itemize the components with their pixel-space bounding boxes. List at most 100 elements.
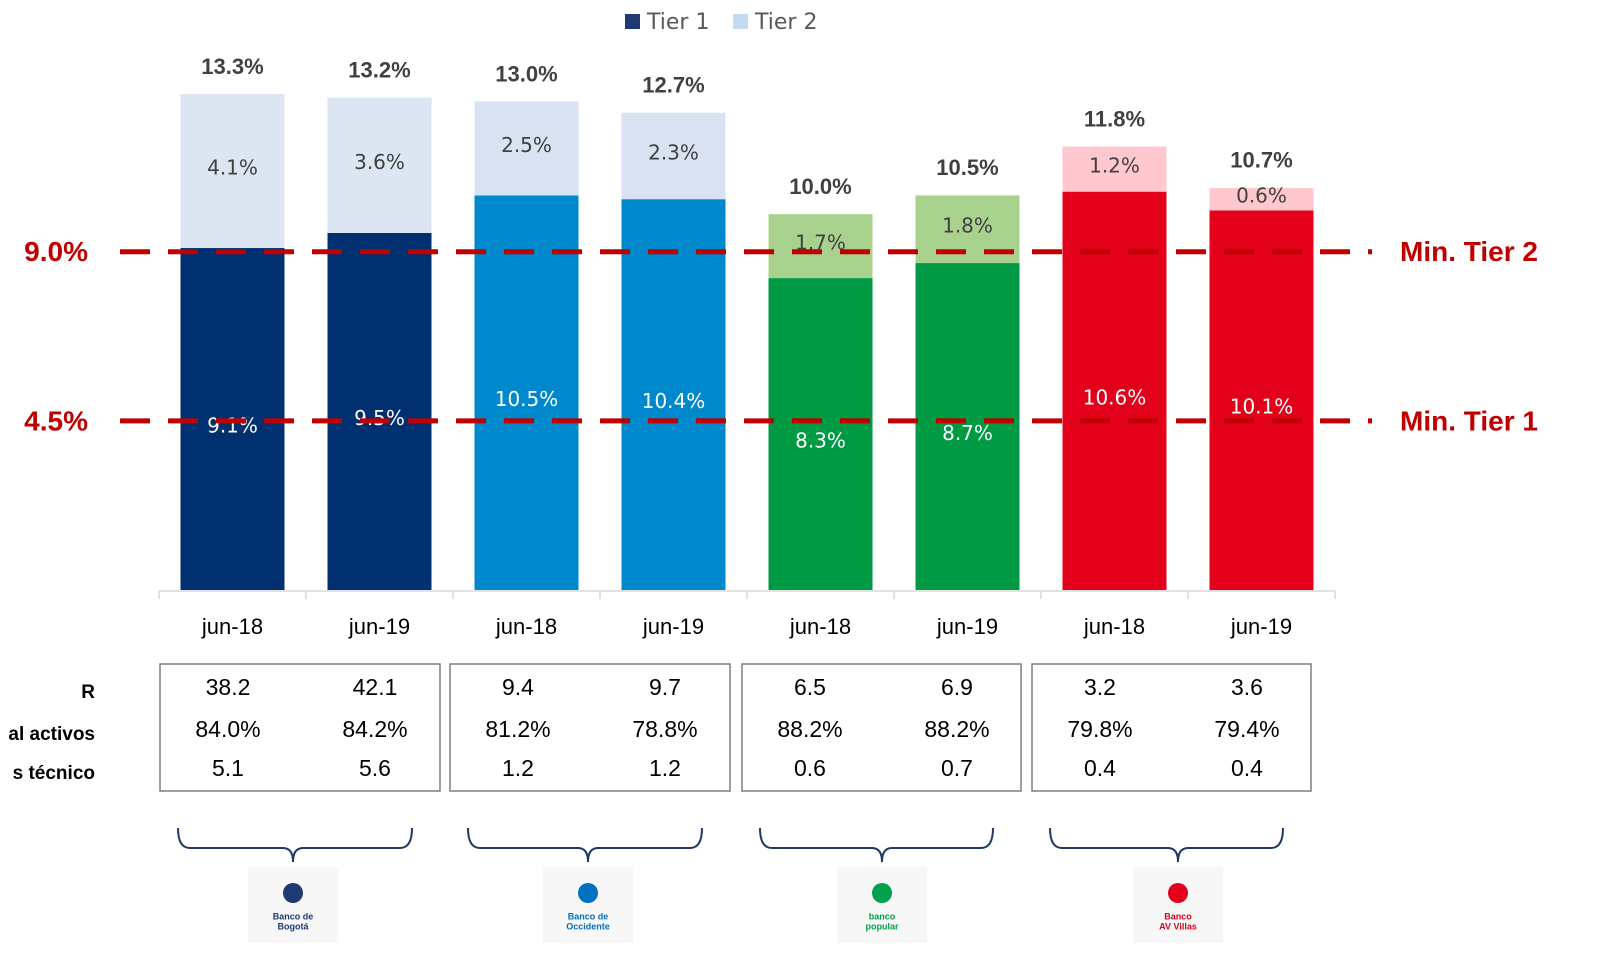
row-label: al activos <box>8 724 95 745</box>
segment-label: 10.5% <box>495 387 559 411</box>
total-label: 10.0% <box>789 174 851 199</box>
total-label: 12.7% <box>642 73 704 98</box>
table-cell: 88.2% <box>777 716 842 742</box>
table-cell: 79.4% <box>1214 716 1279 742</box>
brace <box>177 827 413 863</box>
x-tick-label: jun-19 <box>936 614 998 639</box>
logo-box <box>248 867 338 943</box>
table-cell: 6.5 <box>794 674 826 700</box>
table-cell: 5.1 <box>212 755 244 781</box>
bar-segment <box>768 214 873 279</box>
logo-text: Bogotá <box>278 921 310 931</box>
total-label: 13.0% <box>495 61 557 86</box>
bar-segment <box>474 101 579 196</box>
row-label: R <box>81 682 95 703</box>
table-box <box>449 663 731 792</box>
table-cell: 38.2 <box>206 674 251 700</box>
total-label: 10.5% <box>936 155 998 180</box>
table-cell: 9.4 <box>502 674 534 700</box>
segment-label: 10.1% <box>1230 395 1294 419</box>
table-cell: 84.0% <box>195 716 260 742</box>
x-tick-label: jun-19 <box>642 614 704 639</box>
total-label: 11.8% <box>1084 106 1145 131</box>
brace <box>759 827 994 863</box>
segment-label: 2.3% <box>648 140 699 164</box>
reference-name: Min. Tier 2 <box>1400 236 1538 267</box>
table-cell: 9.7 <box>649 674 681 700</box>
bar-segment <box>474 195 579 591</box>
segment-label: 1.2% <box>1089 154 1140 178</box>
table-cell: 78.8% <box>632 716 697 742</box>
brace <box>467 827 703 863</box>
segment-label: 8.3% <box>795 429 846 453</box>
x-tick-label: jun-18 <box>789 614 851 639</box>
legend-label: Tier 1 <box>646 10 709 35</box>
table-box <box>1031 663 1312 792</box>
logo-text: Occidente <box>566 921 610 931</box>
table-box <box>741 663 1022 792</box>
bar-segment <box>621 199 726 590</box>
segment-label: 10.6% <box>1083 385 1147 409</box>
logo-text: popular <box>866 921 899 931</box>
x-tick-label: jun-18 <box>201 614 263 639</box>
bar-segment <box>1209 187 1314 211</box>
total-label: 13.3% <box>201 54 263 79</box>
logo-box <box>1133 867 1223 943</box>
bar-segment <box>1209 210 1314 590</box>
logo-text: AV Villas <box>1159 921 1197 931</box>
segment-label: 1.8% <box>942 214 993 238</box>
segment-label: 4.1% <box>207 155 258 179</box>
segment-label: 3.6% <box>354 150 405 174</box>
bar-segment <box>768 278 873 590</box>
bar-segment <box>915 263 1020 590</box>
brace <box>1049 827 1284 863</box>
table-cell: 6.9 <box>941 674 973 700</box>
bar-segment <box>1062 146 1167 192</box>
table-cell: 0.4 <box>1231 755 1263 781</box>
table-cell: 0.7 <box>941 755 973 781</box>
logo-icon <box>578 883 598 903</box>
logo-box <box>837 867 927 943</box>
logo-icon <box>283 883 303 903</box>
bar-segment <box>327 97 432 233</box>
bar-segment <box>1062 191 1167 590</box>
legend-swatch <box>733 14 748 29</box>
table-cell: 0.6 <box>794 755 826 781</box>
reference-value-label: 4.5% <box>24 405 88 436</box>
segment-label: 0.6% <box>1236 184 1287 208</box>
logo-text: Banco <box>1164 911 1192 921</box>
bar-segment <box>621 112 726 200</box>
x-tick-label: jun-18 <box>1083 614 1145 639</box>
segment-label: 2.5% <box>501 133 552 157</box>
logo-text: banco <box>869 911 896 921</box>
segment-label: 8.7% <box>942 421 993 445</box>
logo-icon <box>872 883 892 903</box>
bar-segment <box>327 232 432 590</box>
segment-label: 10.4% <box>642 389 706 413</box>
legend-swatch <box>625 14 640 29</box>
x-tick-label: jun-18 <box>495 614 557 639</box>
table-cell: 84.2% <box>342 716 407 742</box>
table-cell: 1.2 <box>502 755 534 781</box>
table-cell: 79.8% <box>1067 716 1132 742</box>
row-label: s técnico <box>13 763 95 784</box>
bar-segment <box>180 93 285 249</box>
logo-text: Banco de <box>568 911 609 921</box>
table-cell: 42.1 <box>353 674 398 700</box>
table-cell: 3.6 <box>1231 674 1263 700</box>
total-label: 10.7% <box>1230 148 1292 173</box>
segment-label: 9.5% <box>354 406 405 430</box>
legend-label: Tier 2 <box>754 10 817 35</box>
table-cell: 3.2 <box>1084 674 1116 700</box>
logo-box <box>543 867 633 943</box>
table-cell: 5.6 <box>359 755 391 781</box>
total-label: 13.2% <box>348 58 410 83</box>
table-cell: 0.4 <box>1084 755 1116 781</box>
table-cell: 81.2% <box>485 716 550 742</box>
table-cell: 88.2% <box>924 716 989 742</box>
reference-value-label: 9.0% <box>24 236 88 267</box>
table-box <box>159 663 441 792</box>
x-tick-label: jun-19 <box>1230 614 1292 639</box>
reference-name: Min. Tier 1 <box>1400 405 1538 436</box>
